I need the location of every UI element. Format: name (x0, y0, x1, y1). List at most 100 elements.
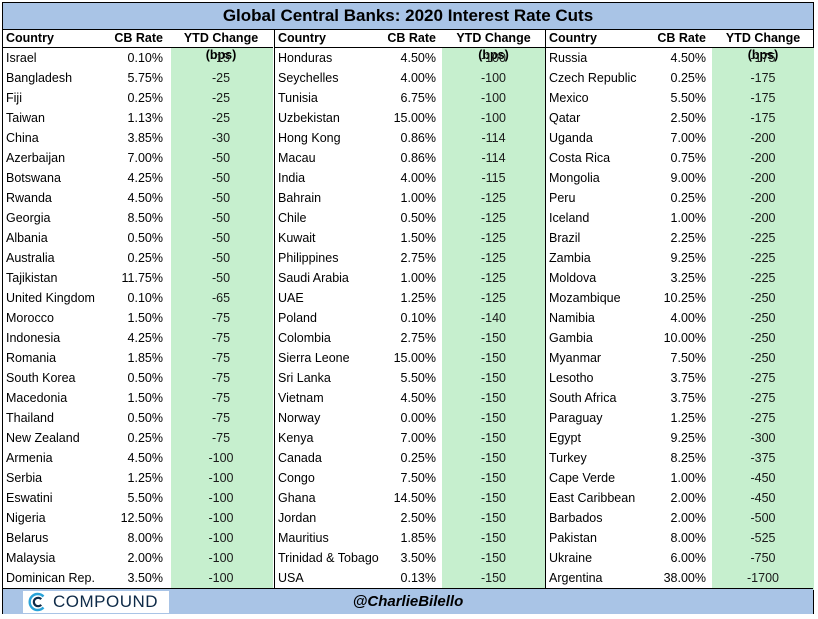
ytd-change-cell: -125 (480, 291, 507, 305)
cb-rate-cell: 2.75% (400, 251, 436, 265)
table-title: Global Central Banks: 2020 Interest Rate… (3, 3, 813, 30)
country-cell: Brazil (549, 231, 581, 245)
table-row: Namibia 4.00% -250 (546, 308, 814, 328)
header-country: Country (6, 31, 54, 45)
country-cell: Myanmar (549, 351, 602, 365)
table-row: Qatar 2.50% -175 (546, 108, 814, 128)
ytd-change-cell: -50 (211, 211, 231, 225)
ytd-change-cell: -150 (480, 471, 507, 485)
ytd-change-cell: -175 (750, 51, 776, 65)
ytd-change-cell: -50 (211, 191, 231, 205)
cb-rate-cell: 4.00% (670, 311, 706, 325)
ytd-change-cell: -150 (480, 371, 507, 385)
country-cell: Mozambique (549, 291, 621, 305)
ytd-change-cell: -150 (480, 571, 507, 585)
ytd-change-cell: -125 (480, 271, 507, 285)
ytd-change-cell: -75 (211, 331, 231, 345)
table-column-3: Country CB Rate YTD Change (bps) Russia 4… (545, 30, 814, 590)
ytd-change-cell: -150 (480, 431, 507, 445)
cb-rate-cell: 4.25% (127, 331, 163, 345)
ytd-change-cell: -30 (211, 131, 231, 145)
country-cell: Israel (6, 51, 37, 65)
table-row: East Caribbean 2.00% -450 (546, 488, 814, 508)
cb-rate-cell: 1.00% (400, 191, 436, 205)
table-row: Poland 0.10% -140 (275, 308, 545, 328)
ytd-change-cell: -114 (481, 151, 506, 165)
country-cell: Taiwan (6, 111, 45, 125)
table-row: Costa Rica 0.75% -200 (546, 148, 814, 168)
table-row: Thailand 0.50% -75 (3, 408, 273, 428)
header-country: Country (549, 31, 597, 45)
country-cell: Australia (6, 251, 55, 265)
ytd-change-cell: -50 (211, 251, 231, 265)
table-row: Israel 0.10% -15 (3, 48, 273, 68)
table-row: Belarus 8.00% -100 (3, 528, 273, 548)
country-cell: Iceland (549, 211, 590, 225)
cb-rate-cell: 8.25% (670, 451, 706, 465)
ytd-change-cell: -450 (750, 471, 776, 485)
country-cell: Peru (549, 191, 576, 205)
country-cell: Honduras (278, 51, 333, 65)
cb-rate-cell: 0.50% (127, 371, 163, 385)
cb-rate-cell: 0.86% (400, 131, 436, 145)
country-cell: Uzbekistan (278, 111, 340, 125)
country-cell: Trinidad & Tobago (278, 551, 379, 565)
ytd-change-cell: -75 (211, 351, 231, 365)
country-cell: Thailand (6, 411, 54, 425)
country-cell: Lesotho (549, 371, 594, 385)
cb-rate-cell: 3.85% (127, 131, 163, 145)
country-cell: Turkey (549, 451, 587, 465)
table-row: Malaysia 2.00% -100 (3, 548, 273, 568)
country-cell: Congo (278, 471, 315, 485)
table-row: South Korea 0.50% -75 (3, 368, 273, 388)
header-ytd-change: YTD Change (bps) (456, 31, 531, 62)
country-cell: Czech Republic (549, 71, 637, 85)
country-cell: Mauritius (278, 531, 329, 545)
table-row: Indonesia 4.25% -75 (3, 328, 273, 348)
cb-rate-cell: 1.25% (670, 411, 706, 425)
country-cell: Pakistan (549, 531, 597, 545)
footer-bar: @CharlieBilello COMPOUND (3, 588, 813, 614)
ytd-change-cell: -100 (480, 111, 507, 125)
country-cell: Romania (6, 351, 57, 365)
ytd-change-cell: -200 (750, 171, 776, 185)
country-cell: Rwanda (6, 191, 52, 205)
table-row: Jordan 2.50% -150 (275, 508, 545, 528)
table-row: Peru 0.25% -200 (546, 188, 814, 208)
ytd-change-cell: -100 (480, 91, 507, 105)
country-cell: Philippines (278, 251, 339, 265)
table-row: South Africa 3.75% -275 (546, 388, 814, 408)
ytd-change-cell: -25 (211, 91, 231, 105)
cb-rate-cell: 1.00% (670, 211, 706, 225)
ytd-highlight (171, 48, 273, 590)
cb-rate-cell: 15.00% (393, 111, 436, 125)
cb-rate-cell: 0.25% (670, 191, 706, 205)
cb-rate-cell: 4.50% (670, 51, 706, 65)
country-cell: United Kingdom (6, 291, 95, 305)
cb-rate-cell: 2.75% (400, 331, 436, 345)
cb-rate-cell: 15.00% (393, 351, 436, 365)
cb-rate-cell: 0.10% (400, 311, 436, 325)
cb-rate-cell: 1.50% (400, 231, 436, 245)
ytd-change-cell: -250 (750, 291, 776, 305)
ytd-change-cell: -100 (208, 571, 234, 585)
ytd-change-cell: -75 (211, 311, 231, 325)
ytd-change-cell: -75 (211, 411, 231, 425)
ytd-change-cell: -75 (211, 371, 231, 385)
cb-rate-cell: 8.00% (670, 531, 706, 545)
cb-rate-cell: 3.50% (400, 551, 436, 565)
table-row: Brazil 2.25% -225 (546, 228, 814, 248)
cb-rate-cell: 2.50% (400, 511, 436, 525)
country-cell: Norway (278, 411, 321, 425)
country-cell: Nigeria (6, 511, 46, 525)
table-row: Mozambique 10.25% -250 (546, 288, 814, 308)
ytd-change-cell: -200 (750, 191, 776, 205)
column-header: Country CB Rate YTD Change (bps) (546, 30, 814, 62)
table-row: Trinidad & Tobago 3.50% -150 (275, 548, 545, 568)
table-row: Morocco 1.50% -75 (3, 308, 273, 328)
table-row: Rwanda 4.50% -50 (3, 188, 273, 208)
column-header: Country CB Rate YTD Change (bps) (275, 30, 545, 62)
table-row: Dominican Rep. 3.50% -100 (3, 568, 273, 588)
table-row: Canada 0.25% -150 (275, 448, 545, 468)
